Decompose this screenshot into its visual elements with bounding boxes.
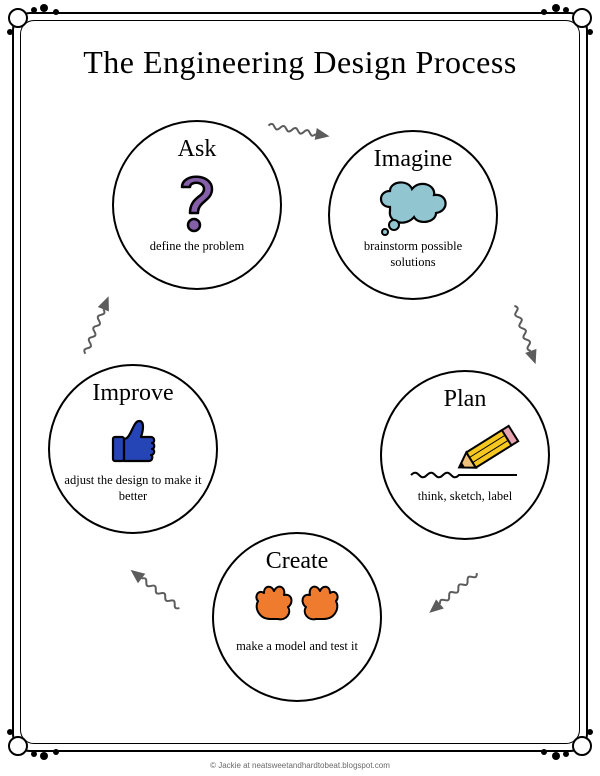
stage-plan-caption: think, sketch, label <box>404 489 526 505</box>
stage-ask-label: Ask <box>178 136 217 163</box>
stage-create-caption: make a model and test it <box>222 639 372 655</box>
corner-ornament-bl <box>2 722 72 762</box>
credit-line: © Jackie at neatsweetandhardtobeat.blogs… <box>0 761 600 770</box>
stage-plan: Plan think, sketch, label <box>380 370 550 540</box>
thumbs-up-icon <box>103 411 163 471</box>
stage-imagine-label: Imagine <box>374 146 453 173</box>
corner-ornament-tl <box>2 2 72 42</box>
stage-ask-caption: define the problem <box>136 239 258 255</box>
pencil-icon <box>405 417 525 487</box>
stage-improve-label: Improve <box>92 380 173 407</box>
stage-ask: Ask define the problem <box>112 120 282 290</box>
thought-cloud-icon <box>370 177 456 237</box>
hands-icon <box>242 579 352 637</box>
stage-improve-caption: adjust the design to make it better <box>50 473 216 504</box>
stage-create: Create make a model and test it <box>212 532 382 702</box>
corner-ornament-br <box>528 722 598 762</box>
question-mark-icon <box>167 167 227 237</box>
stage-imagine: Imagine brainstorm possible solutions <box>328 130 498 300</box>
stage-improve: Improve adjust the design to make it bet… <box>48 364 218 534</box>
stage-create-label: Create <box>266 548 329 575</box>
stage-imagine-caption: brainstorm possible solutions <box>330 239 496 270</box>
corner-ornament-tr <box>528 2 598 42</box>
stage-plan-label: Plan <box>444 386 487 413</box>
page-title: The Engineering Design Process <box>0 44 600 81</box>
